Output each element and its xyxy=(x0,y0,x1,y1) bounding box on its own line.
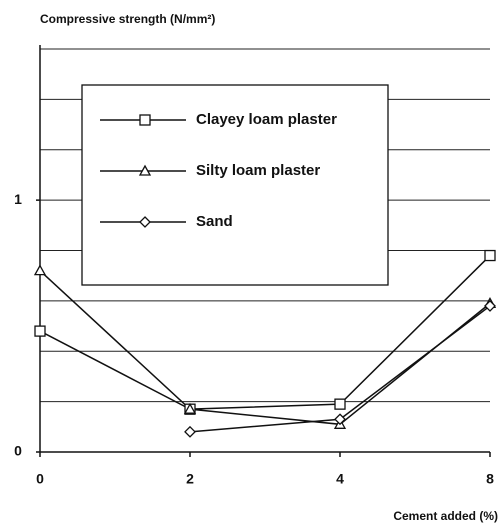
data-point xyxy=(484,249,496,262)
legend-box xyxy=(81,84,389,286)
x-tick-label: 0 xyxy=(36,471,44,487)
y-tick-label: 1 xyxy=(14,191,22,207)
data-point xyxy=(34,325,46,337)
series-line xyxy=(39,270,491,426)
series-line xyxy=(189,305,491,433)
x-tick-label: 4 xyxy=(336,471,344,487)
legend-marker xyxy=(138,164,152,176)
legend-marker xyxy=(139,216,151,228)
legend-label: Sand xyxy=(196,213,233,230)
legend-label: Silty loam plaster xyxy=(196,162,320,179)
data-point xyxy=(334,398,346,410)
series-line xyxy=(39,255,491,410)
legend-marker xyxy=(139,114,151,126)
data-point xyxy=(184,425,196,438)
data-point xyxy=(33,264,47,276)
legend-label: Clayey loam plaster xyxy=(196,111,337,128)
y-tick-label: 0 xyxy=(14,443,22,459)
x-tick-label: 8 xyxy=(486,471,494,487)
chart-title: Compressive strength (N/mm²) xyxy=(40,12,215,26)
data-point xyxy=(484,299,496,312)
x-axis-label: Cement added (%) xyxy=(393,509,498,523)
data-point xyxy=(334,413,346,426)
x-tick-label: 2 xyxy=(186,471,194,487)
data-point xyxy=(183,402,197,414)
